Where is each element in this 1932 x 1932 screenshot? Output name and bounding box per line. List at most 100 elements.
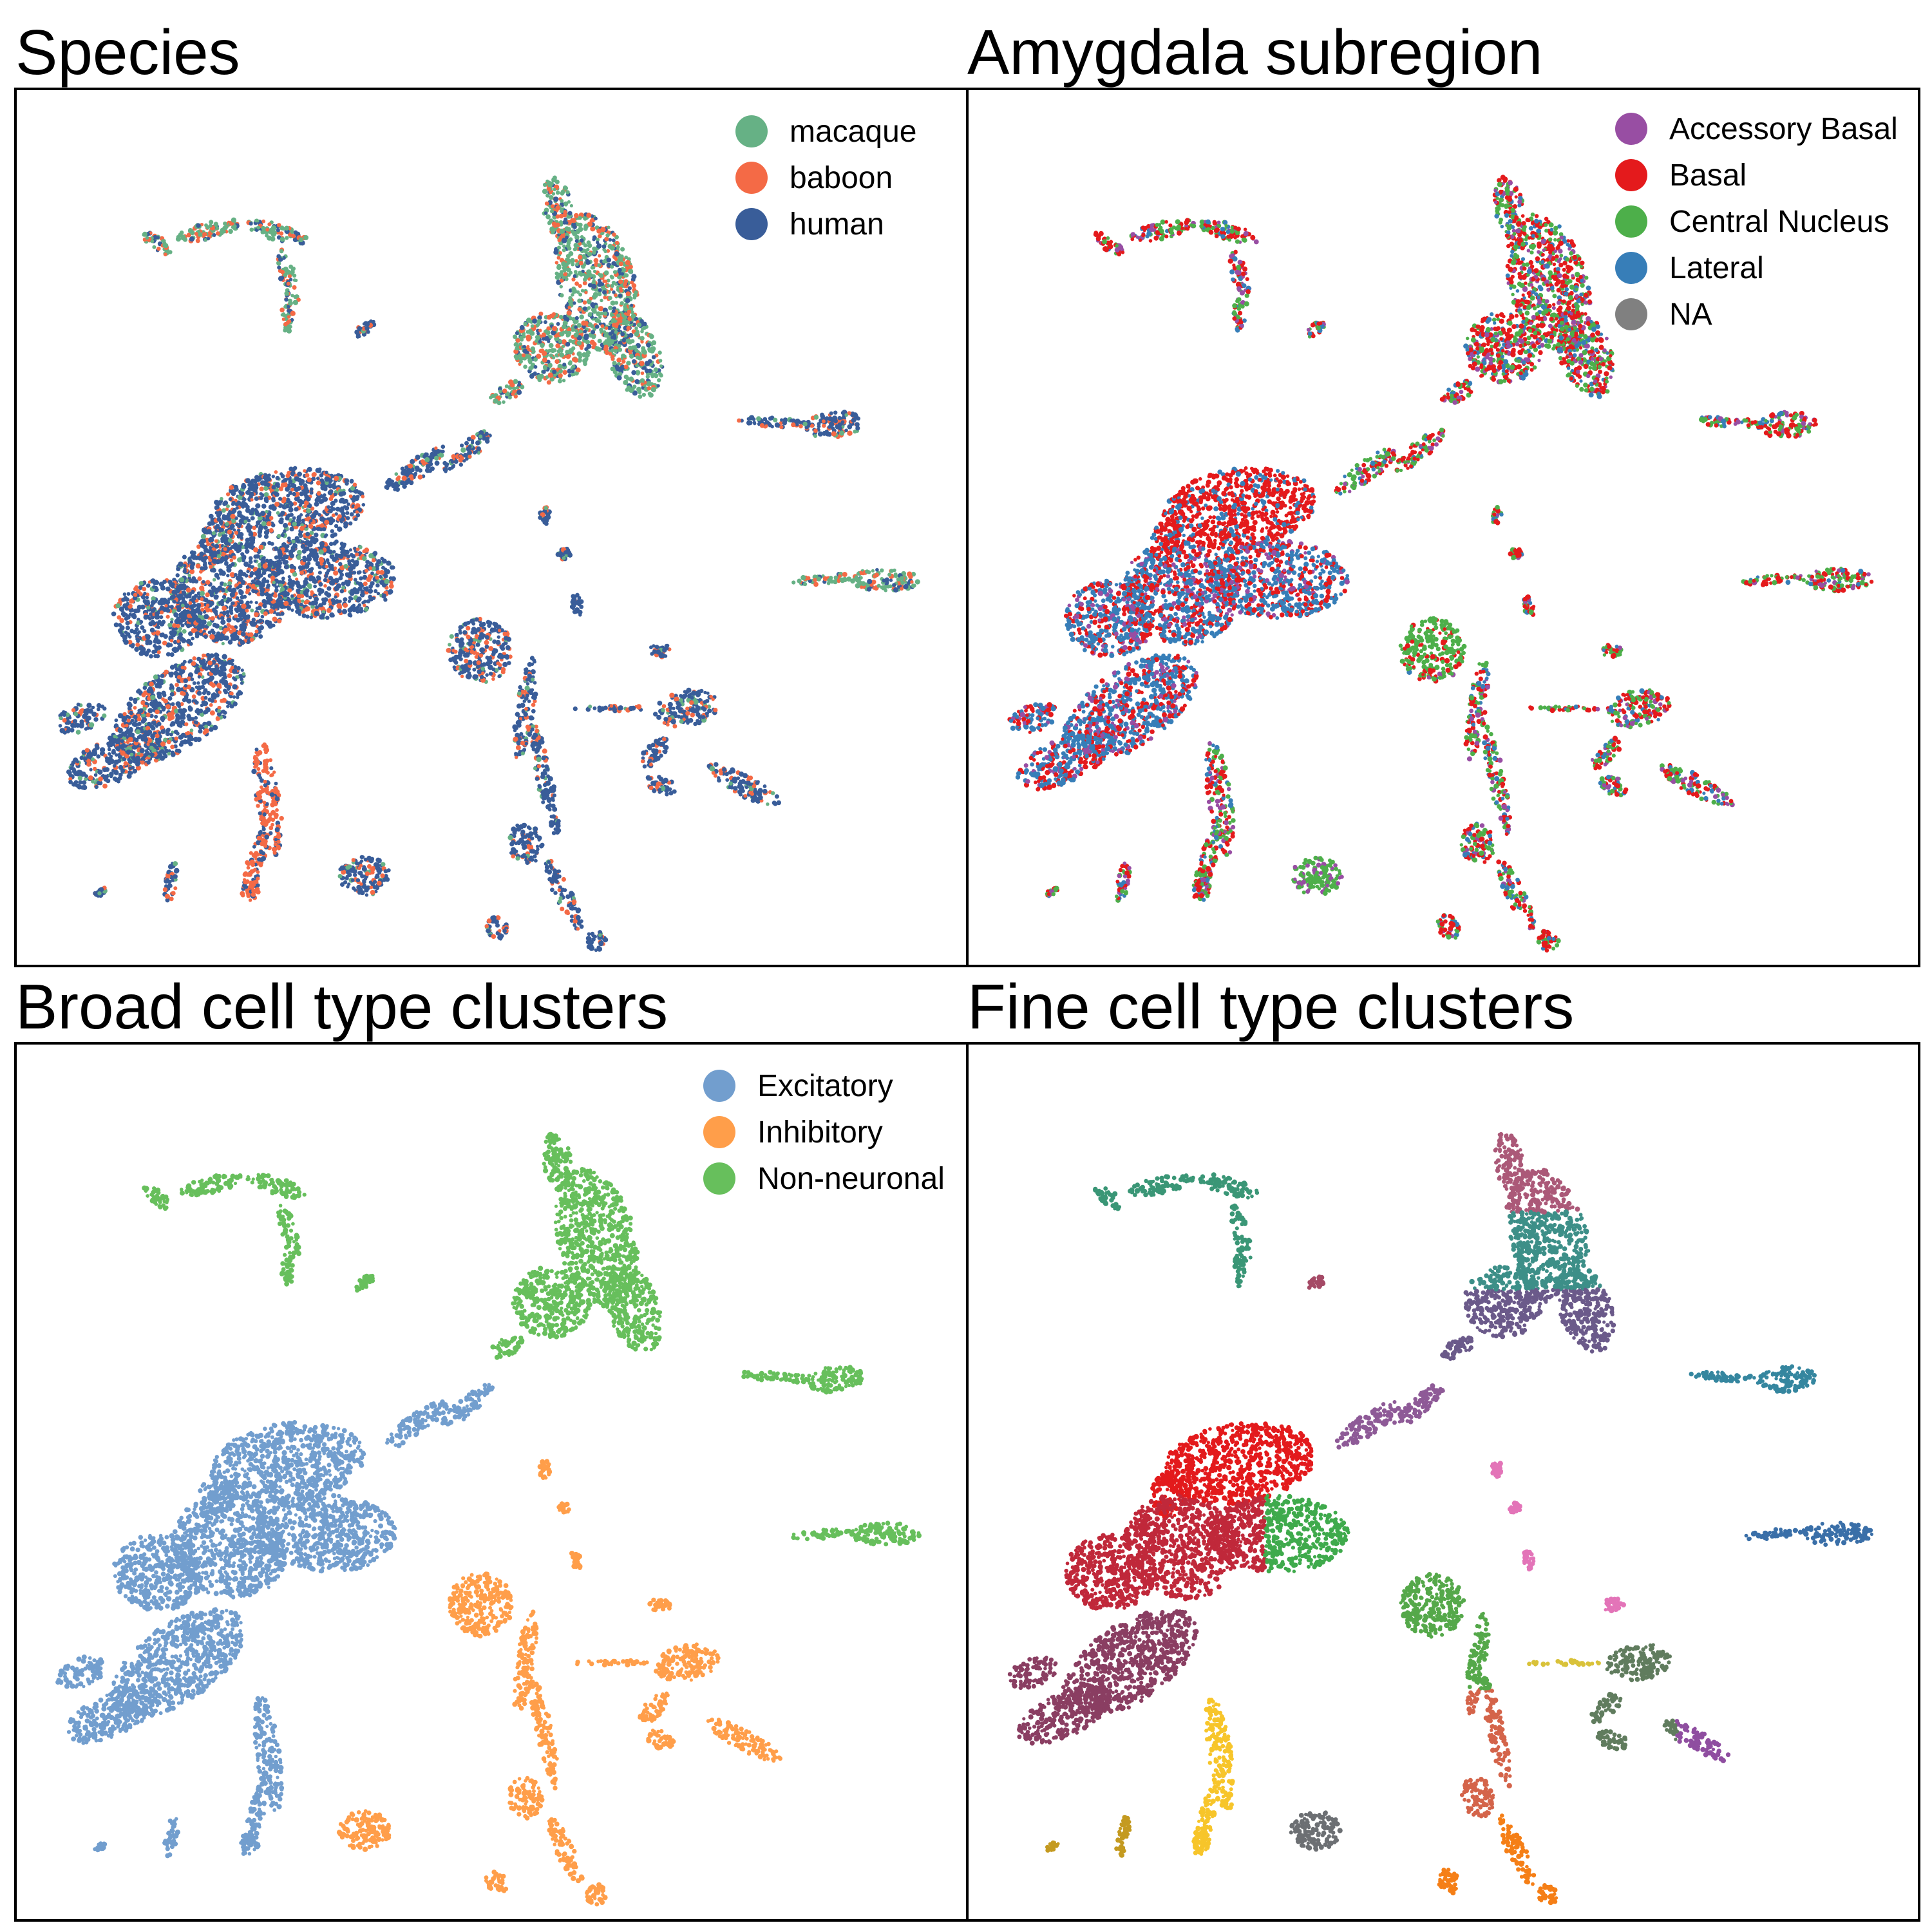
cell-point xyxy=(646,381,652,386)
cell-point xyxy=(639,361,645,366)
cell-point xyxy=(442,467,448,473)
cell-point xyxy=(290,310,296,316)
cell-point xyxy=(162,693,167,697)
cell-point xyxy=(356,596,362,601)
cell-point xyxy=(547,363,553,368)
cell-point xyxy=(259,496,263,500)
cell-point xyxy=(607,339,611,343)
cell-point xyxy=(358,545,363,549)
cell-point xyxy=(324,520,330,526)
cell-point xyxy=(567,374,572,378)
cell-point xyxy=(562,213,567,218)
cell-point xyxy=(366,576,372,582)
cell-point xyxy=(518,353,523,358)
cell-point xyxy=(327,490,333,496)
cell-point xyxy=(289,325,292,329)
cell-point xyxy=(263,475,268,480)
cell-point xyxy=(239,490,245,497)
cell-point xyxy=(212,558,218,564)
cell-point xyxy=(567,330,572,336)
cell-point xyxy=(206,542,211,547)
cell-point xyxy=(379,574,383,579)
cell-point xyxy=(303,469,307,473)
cell-point xyxy=(310,506,315,511)
cell-point xyxy=(117,615,122,620)
cell-point xyxy=(253,547,258,553)
cell-point xyxy=(629,354,634,359)
cell-point xyxy=(249,227,254,232)
cell-point xyxy=(274,588,279,593)
cell-point xyxy=(268,229,274,235)
cell-point xyxy=(370,571,374,576)
cell-point xyxy=(773,417,778,422)
cell-point xyxy=(579,238,584,243)
cell-point xyxy=(224,562,229,566)
cell-point xyxy=(274,470,278,474)
cell-point xyxy=(226,504,230,508)
cell-point xyxy=(309,487,314,491)
cell-point xyxy=(319,558,325,564)
cell-point xyxy=(248,531,254,537)
cell-point xyxy=(180,623,185,628)
cell-point xyxy=(366,330,370,334)
cell-point xyxy=(359,592,365,598)
cell-point xyxy=(210,568,214,573)
cell-point xyxy=(375,583,380,588)
cell-point xyxy=(287,606,292,611)
cell-point xyxy=(253,559,257,563)
cell-point xyxy=(567,305,571,310)
cell-point xyxy=(283,564,289,570)
cell-point xyxy=(562,320,568,326)
cell-point xyxy=(578,216,582,220)
cell-point xyxy=(154,636,159,642)
cell-point xyxy=(466,437,472,442)
cell-point xyxy=(629,376,634,382)
cell-point xyxy=(571,218,576,223)
cell-point xyxy=(578,292,583,297)
cell-point xyxy=(145,601,151,606)
umap-panel-species: macaque baboon human xyxy=(14,88,969,967)
cell-point xyxy=(566,241,571,245)
cell-point xyxy=(271,485,276,490)
cell-point xyxy=(297,549,302,555)
cell-point xyxy=(117,628,123,633)
cell-point xyxy=(779,421,784,425)
cell-point xyxy=(182,554,187,560)
cell-point xyxy=(382,593,386,598)
cell-point xyxy=(837,415,842,421)
cell-point xyxy=(292,285,297,290)
cell-point xyxy=(218,520,223,526)
cell-point xyxy=(280,611,285,616)
cell-point xyxy=(328,563,332,567)
cell-point xyxy=(171,582,175,586)
cell-point xyxy=(216,638,220,642)
cell-point xyxy=(611,309,616,314)
cell-point xyxy=(209,634,215,640)
cell-point xyxy=(625,298,630,303)
cell-point xyxy=(254,496,259,501)
cell-point xyxy=(649,333,653,338)
cell-point xyxy=(842,572,848,577)
cell-point xyxy=(255,503,261,509)
cell-point xyxy=(567,200,571,204)
cell-point xyxy=(334,498,338,503)
cell-point xyxy=(147,708,153,714)
cell-point xyxy=(209,549,213,554)
cell-point xyxy=(566,227,571,232)
cell-point xyxy=(576,341,582,346)
cell-point xyxy=(558,369,563,374)
cell-point xyxy=(570,229,575,234)
cell-point xyxy=(220,616,225,621)
cell-point xyxy=(383,567,388,572)
cell-cluster-exc_top xyxy=(198,466,366,564)
cell-point xyxy=(402,468,408,474)
cell-point xyxy=(231,637,234,641)
cell-point xyxy=(206,236,211,241)
cell-point xyxy=(559,209,564,213)
cell-point xyxy=(236,544,242,550)
cell-point xyxy=(115,603,120,609)
cell-point xyxy=(522,345,527,349)
cell-point xyxy=(153,654,158,658)
cell-point xyxy=(617,344,621,348)
cell-point xyxy=(567,299,573,305)
